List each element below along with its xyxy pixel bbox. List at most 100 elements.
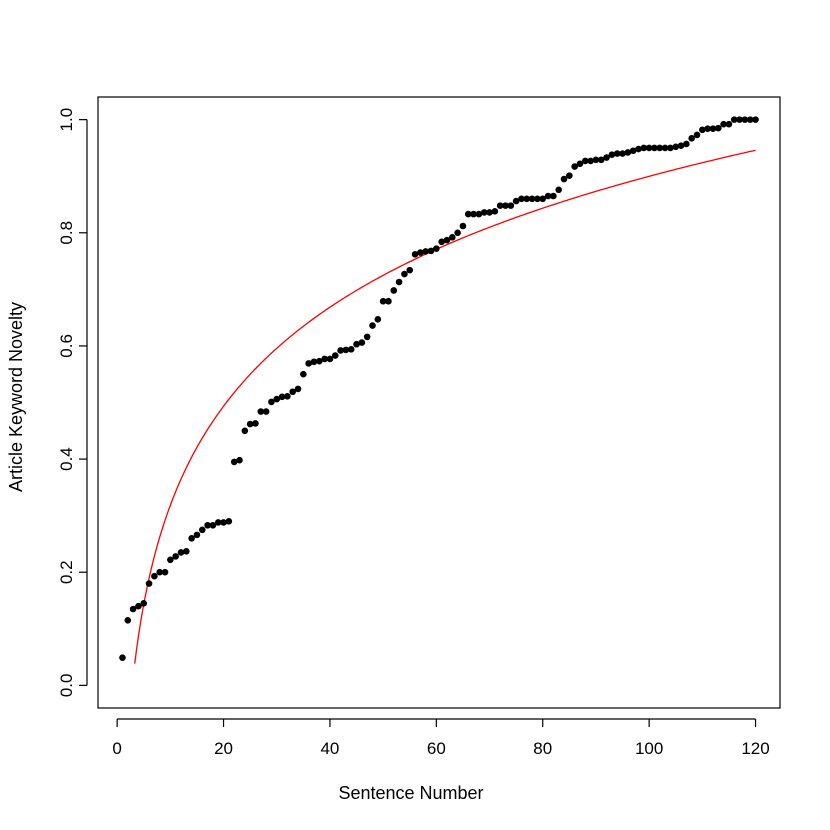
data-point [486,209,493,216]
x-tick-label: 20 [214,739,233,758]
y-tick-label: 1.0 [57,108,76,132]
data-point [209,521,217,529]
data-point [284,392,291,400]
data-point [300,370,307,378]
data-point [177,549,185,556]
data-point [145,580,153,587]
y-axis: 0.0 0.2 0.4 0.6 0.8 1.0 [57,108,88,697]
data-point [395,278,403,286]
data-point [528,195,536,203]
data-point [454,229,461,237]
y-tick-label: 0.6 [57,334,76,358]
data-point [720,120,727,128]
x-tick-label: 80 [533,739,552,758]
data-point [592,156,600,164]
data-point [645,144,653,152]
data-point [347,346,355,353]
data-point [161,568,169,576]
data-point [480,209,488,216]
data-point [342,346,350,354]
x-tick-label: 100 [635,739,663,758]
data-point [358,339,366,346]
data-point [661,144,669,152]
data-point [156,568,164,576]
data-point [124,617,132,624]
data-point [502,202,509,209]
data-point [576,160,584,168]
x-axis: 0 20 40 60 80 100 120 [112,718,770,758]
data-point [709,125,717,132]
data-point [555,186,562,194]
data-point [273,395,281,403]
data-point [736,116,743,123]
data-point [422,248,430,255]
data-point [289,388,297,396]
data-point [496,202,504,209]
data-point [587,157,594,165]
data-point [331,352,339,359]
data-point [193,531,201,539]
data-point [119,654,126,661]
data-point [544,192,552,200]
data-point [560,175,568,183]
data-point [470,210,477,218]
data-point [230,458,238,466]
data-point [677,142,685,149]
data-point [672,143,680,151]
data-point [241,427,249,435]
data-point [491,207,499,215]
data-point [550,192,557,200]
data-point [443,236,451,244]
data-point [597,156,605,164]
fit-line-layer [134,149,756,664]
y-tick-label: 0.8 [57,221,76,245]
y-axis-title: Article Keyword Novelty [6,302,26,492]
data-point [129,605,137,613]
data-point [433,245,440,252]
data-point [603,154,610,161]
data-point [379,297,387,305]
data-point [730,116,738,123]
data-point [581,157,589,165]
data-point [624,149,632,156]
data-point [656,144,664,152]
data-point [353,340,360,348]
data-point [363,333,371,341]
data-point [326,355,334,363]
data-point [507,202,515,209]
data-point [183,547,190,555]
data-point [417,249,424,256]
data-point [746,116,754,123]
data-point [262,408,270,415]
data-point [667,144,674,152]
data-point [369,322,376,329]
data-point [752,116,759,123]
x-tick-label: 60 [427,739,446,758]
data-point [619,150,626,157]
data-point [246,420,254,428]
x-tick-label: 0 [112,739,121,758]
data-point [172,553,179,560]
data-point [385,297,392,305]
data-point [635,145,642,153]
data-point [518,195,525,203]
data-point [629,147,637,155]
data-point [390,287,398,294]
data-point [464,210,472,218]
data-point [566,172,573,179]
data-point [613,150,621,157]
data-point [539,195,547,203]
data-point [534,195,541,203]
data-point [449,234,456,241]
points-layer [119,116,759,661]
data-point [310,358,318,366]
data-point [252,420,259,427]
data-point [321,355,328,363]
data-point [699,126,706,134]
data-point [640,144,648,152]
data-point [151,572,158,580]
data-point [268,398,275,406]
data-point [683,140,690,148]
x-axis-title: Sentence Number [338,783,483,803]
data-point [220,519,227,526]
